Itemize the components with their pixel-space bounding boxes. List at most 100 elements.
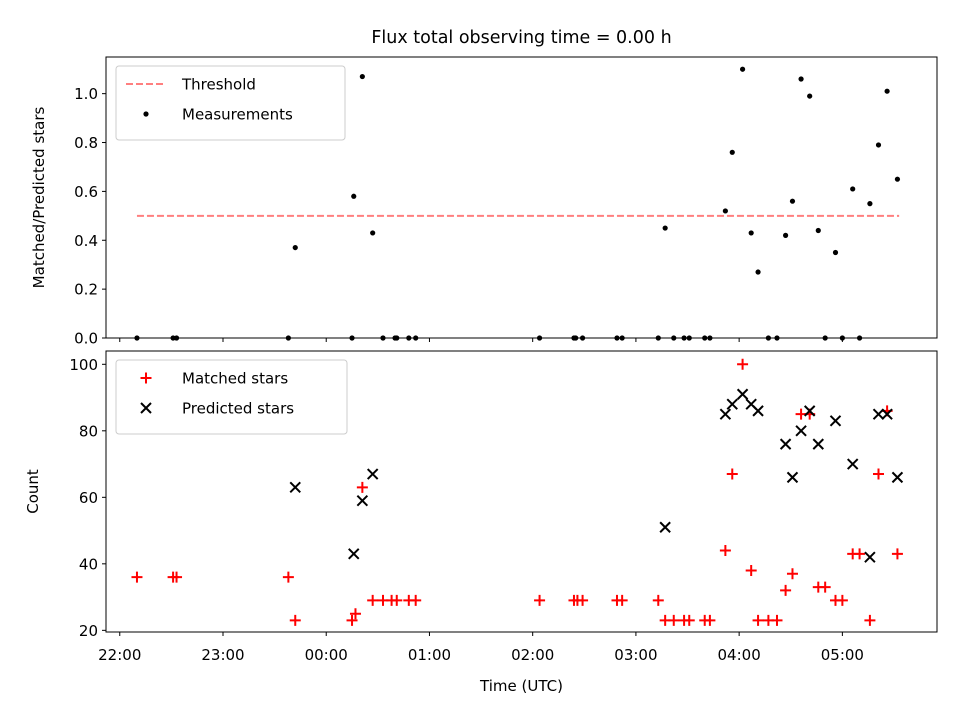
x-tick-label: 03:00 — [614, 646, 657, 664]
series-matched-stars-point — [668, 614, 680, 626]
series-matched-stars-point — [737, 358, 749, 370]
series-measurements-point — [807, 93, 813, 99]
series-measurements-point — [370, 230, 376, 236]
series-measurements-point — [832, 249, 839, 256]
x-tick-label: 04:00 — [718, 646, 761, 664]
series-measurements-point — [729, 149, 735, 155]
legend-label: Measurements — [182, 106, 293, 124]
series-matched-stars-point — [836, 594, 848, 606]
series-predicted-stars-point — [812, 438, 824, 450]
legend-swatch-point — [140, 402, 152, 414]
series-predicted-stars-point — [752, 405, 764, 417]
series-matched-stars-point — [719, 545, 731, 557]
y-tick-label: 40 — [79, 555, 98, 573]
series-predicted-stars-point — [786, 471, 799, 484]
y-tick-label: 0.2 — [74, 281, 98, 299]
series-predicted-stars-point — [736, 388, 749, 400]
chart-title: Flux total observing time = 0.00 h — [371, 28, 671, 48]
series-matched-stars-point — [349, 608, 361, 620]
series-measurements-point — [755, 269, 761, 275]
series-matched-stars-point — [771, 614, 783, 626]
y-axis-label: Count — [24, 469, 42, 514]
legend-entry-predicted-stars: Predicted stars — [140, 400, 294, 418]
legend: Matched stars Predicted stars — [115, 359, 348, 435]
series-predicted-stars-point — [803, 405, 816, 417]
series-predicted-stars-point — [829, 415, 842, 427]
series-matched-stars-point — [726, 468, 738, 480]
y-tick-label: 20 — [79, 622, 98, 640]
axes-frame — [105, 56, 938, 339]
x-tick-label: 02:00 — [511, 646, 554, 664]
y-tick-label: 1.0 — [74, 85, 98, 103]
y-axis-label: Matched/Predicted stars — [30, 107, 48, 289]
series-predicted-stars-point — [356, 494, 369, 507]
series-matched-stars-point — [819, 581, 831, 593]
series-matched-stars-point — [131, 571, 143, 583]
x-axis-label: Time (UTC) — [479, 677, 563, 695]
series-matched-stars-point — [854, 548, 866, 560]
series-matched-stars-point — [864, 614, 876, 626]
series-measurements-point — [884, 88, 890, 94]
series-matched-stars-point — [282, 571, 294, 583]
legend-entry-threshold: Threshold — [126, 76, 256, 94]
series-measurements-point — [798, 76, 804, 82]
series-measurements-point — [292, 244, 298, 251]
axes-frame — [105, 350, 938, 633]
series-predicted-stars-point — [726, 398, 738, 410]
panel-count: 20 40 60 80 100 22:00 23:00 00:00 01:00 02:00 03:0… — [24, 350, 938, 664]
series-predicted-stars — [289, 388, 904, 563]
legend-label: Matched stars — [182, 370, 288, 388]
series-matched-stars-point — [356, 481, 368, 493]
series-matched-stars-point — [410, 594, 422, 606]
series-matched-stars-point — [704, 614, 716, 626]
legend-box — [115, 359, 348, 435]
series-matched-stars — [131, 358, 903, 626]
series-matched-stars-point — [577, 594, 589, 606]
series-measurements-point — [782, 232, 789, 238]
series-matched-stars-point — [891, 548, 903, 560]
series-predicted-stars-point — [366, 468, 379, 480]
y-tick-label: 0.4 — [74, 232, 98, 250]
series-predicted-stars-point — [348, 548, 360, 560]
series-predicted-stars-point — [891, 471, 904, 484]
series-matched-stars-point — [873, 468, 885, 480]
series-matched-stars-point — [391, 594, 403, 606]
series-measurements-point — [739, 66, 746, 72]
x-tick-label: 23:00 — [201, 646, 244, 664]
legend-swatch-point — [143, 111, 149, 117]
x-tick-label: 00:00 — [305, 646, 348, 664]
y-tick-label: 0.8 — [74, 134, 98, 152]
series-predicted-stars-point — [872, 408, 885, 420]
series-matched-stars-point — [745, 564, 757, 576]
legend-swatch-point — [140, 372, 152, 384]
legend-label: Threshold — [181, 76, 256, 94]
x-tick-label: 01:00 — [408, 646, 451, 664]
series-predicted-stars-point — [659, 521, 671, 533]
series-matched-stars-point — [534, 594, 546, 606]
x-tick-label: 05:00 — [821, 646, 864, 664]
series-measurements-point — [351, 193, 357, 199]
series-measurements-point — [815, 227, 821, 234]
legend: Threshold Measurements — [115, 65, 346, 141]
series-measurements-point — [850, 186, 856, 192]
legend-entry-measurements: Measurements — [143, 106, 293, 124]
series-matched-stars-point — [171, 571, 183, 583]
series-measurements-point — [748, 230, 754, 236]
series-measurements-point — [662, 225, 668, 231]
series-measurements-point — [875, 142, 882, 148]
series-predicted-stars-point — [719, 408, 732, 420]
series-measurements-point — [359, 73, 365, 80]
panel-ratio: 0.0 0.2 0.4 0.6 0.8 1.0 Matched/Predicted star… — [30, 56, 938, 348]
series-measurements — [134, 66, 901, 341]
series-predicted-stars-point — [795, 425, 807, 437]
y-tick-label: 0.6 — [74, 183, 98, 201]
y-tick-label: 0.0 — [74, 330, 98, 348]
series-matched-stars-point — [346, 614, 358, 626]
series-matched-stars-point — [780, 584, 792, 596]
series-matched-stars-point — [616, 594, 628, 606]
y-tick-label: 60 — [79, 489, 98, 507]
series-measurements-point — [789, 198, 796, 204]
legend-entry-matched-stars: Matched stars — [140, 370, 288, 388]
series-predicted-stars-point — [881, 408, 893, 420]
